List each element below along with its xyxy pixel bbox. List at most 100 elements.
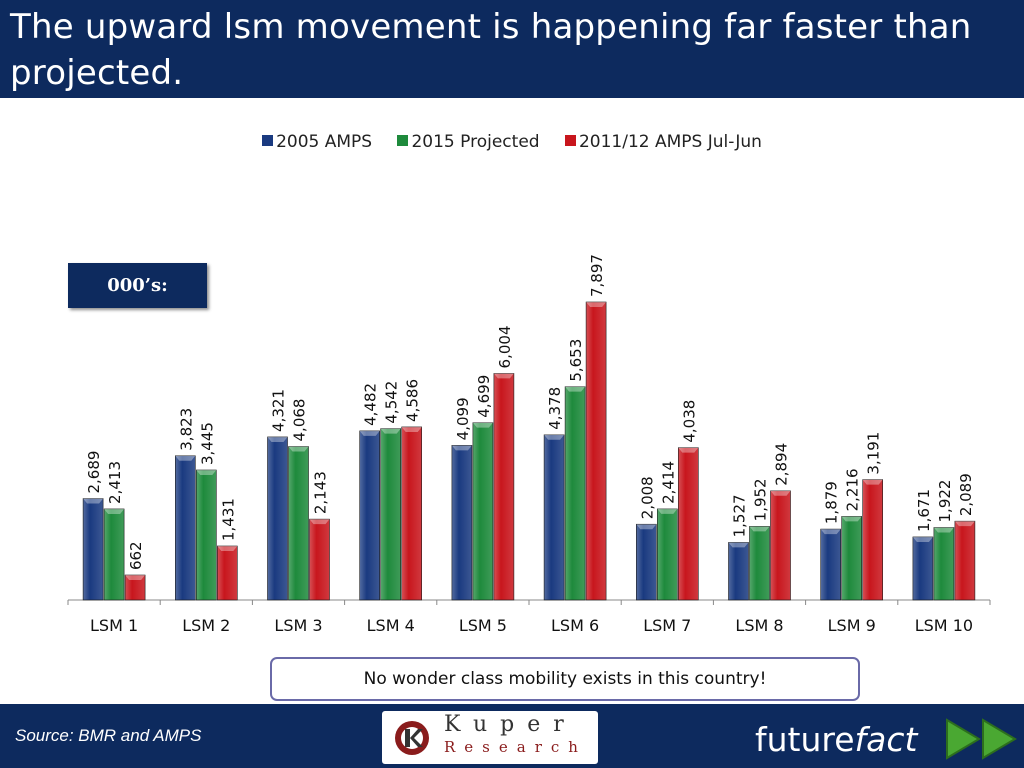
bar-bevel <box>933 527 954 533</box>
data-label: 4,099 <box>454 397 472 440</box>
data-label: 2,689 <box>85 451 103 494</box>
bar-bevel <box>401 426 422 432</box>
research-wordmark: Research <box>444 738 587 756</box>
data-label: 4,699 <box>475 375 493 418</box>
bar-2005-amps-lsm-7 <box>635 523 657 601</box>
data-label: 1,922 <box>936 480 954 523</box>
bar-bevel <box>728 542 749 548</box>
data-label: 2,414 <box>659 461 677 504</box>
data-label: 1,527 <box>731 494 749 537</box>
bar-bevel <box>380 428 401 434</box>
unit-label-box: 000’s: <box>68 263 207 308</box>
x-tick-label: LSM 4 <box>367 616 415 635</box>
bar-2005-amps-lsm-3 <box>267 436 288 601</box>
data-label: 662 <box>127 541 145 570</box>
bar-bevel <box>288 446 309 452</box>
bar-2011-12-amps-jul-jun-lsm-9 <box>862 479 884 601</box>
data-label: 1,879 <box>823 481 841 524</box>
bar-2011-12-amps-jul-jun-lsm-4 <box>401 426 423 601</box>
legend-swatch-2005-amps <box>262 135 274 146</box>
bar-2015-projected-lsm-5 <box>472 422 494 601</box>
double-arrow-icon <box>946 718 1017 760</box>
bar-bevel <box>657 508 678 514</box>
bar-bevel <box>359 430 380 436</box>
legend-label-2011-amps: 2011/12 AMPS Jul-Jun <box>578 132 762 152</box>
data-label: 4,482 <box>362 383 380 426</box>
data-label: 1,671 <box>915 489 933 532</box>
bar-2005-amps-lsm-5 <box>451 445 473 601</box>
x-tick-label: LSM 5 <box>459 616 507 635</box>
futurefact-italic: fact <box>854 720 918 759</box>
bar-bevel <box>954 521 975 527</box>
x-tick-label: LSM 1 <box>90 616 138 635</box>
bar-bevel <box>493 373 514 379</box>
bar-bevel <box>175 455 196 461</box>
source-text: Source: BMR and AMPS <box>15 726 202 745</box>
legend-swatch-2015-projected <box>397 135 409 146</box>
bar-2005-amps-lsm-2 <box>175 455 196 601</box>
bar-bevel <box>862 479 883 485</box>
bar-bevel <box>770 490 791 496</box>
slide-title: The upward lsm movement is happening far… <box>10 7 972 93</box>
bar-2011-12-amps-jul-jun-lsm-8 <box>770 490 791 601</box>
bar-bevel <box>841 516 862 522</box>
bar-2015-projected-lsm-10 <box>933 527 955 601</box>
bar-bevel <box>472 422 493 428</box>
title-bar: The upward lsm movement is happening far… <box>0 0 1024 98</box>
bar-bevel <box>125 575 146 581</box>
bar-2011-12-amps-jul-jun-lsm-6 <box>585 301 607 601</box>
data-label: 2,894 <box>773 443 791 486</box>
bar-2005-amps-lsm-10 <box>912 536 934 601</box>
bar-bevel <box>586 302 607 307</box>
bar-2011-12-amps-jul-jun-lsm-1 <box>124 574 146 601</box>
bar-bevel <box>196 470 217 475</box>
bar-bevel <box>83 498 104 504</box>
kuper-k-mark-icon <box>395 721 429 755</box>
bar-bevel <box>544 434 565 440</box>
bar-bevel <box>217 546 238 551</box>
bar-2011-12-amps-jul-jun-lsm-10 <box>954 520 976 601</box>
bar-2005-amps-lsm-9 <box>820 528 842 601</box>
footnote-callout: No wonder class mobility exists in this … <box>270 657 860 701</box>
legend-swatch-2011-amps <box>564 135 576 146</box>
legend-item-2015-projected: 2015 Projected <box>397 132 540 152</box>
legend-label-2005-amps: 2005 AMPS <box>276 132 373 152</box>
bar-2011-12-amps-jul-jun-lsm-7 <box>677 447 699 601</box>
data-label: 4,321 <box>270 389 288 432</box>
bar-bevel <box>565 386 586 392</box>
x-tick-label: LSM 7 <box>643 616 691 635</box>
data-label: 7,897 <box>588 254 606 297</box>
x-tick-label: LSM 2 <box>182 616 230 635</box>
x-tick-label: LSM 8 <box>735 616 783 635</box>
legend-item-2005-amps: 2005 AMPS <box>262 132 372 152</box>
bar-bevel <box>749 526 770 532</box>
data-label: 4,038 <box>680 400 698 443</box>
data-label: 2,089 <box>957 473 975 516</box>
bar-2015-projected-lsm-8 <box>749 526 770 601</box>
bar-bevel <box>820 529 841 535</box>
x-tick-label: LSM 9 <box>828 616 876 635</box>
x-tick-label: LSM 3 <box>274 616 322 635</box>
data-label: 5,653 <box>567 339 585 382</box>
data-label: 2,008 <box>638 476 656 519</box>
futurefact-plain: future <box>755 720 855 759</box>
bar-2011-12-amps-jul-jun-lsm-5 <box>493 373 515 601</box>
data-label: 2,413 <box>106 461 124 504</box>
bar-2005-amps-lsm-1 <box>82 498 104 601</box>
data-label: 4,378 <box>546 387 564 430</box>
data-label: 4,586 <box>404 379 422 422</box>
bar-bevel <box>912 536 933 542</box>
kuper-wordmark: Kuper <box>444 712 577 737</box>
data-label: 2,216 <box>844 468 862 511</box>
x-tick-label: LSM 10 <box>915 616 973 635</box>
data-label: 4,068 <box>291 399 309 442</box>
bar-2015-projected-lsm-4 <box>380 428 402 601</box>
data-label: 3,445 <box>198 422 216 465</box>
legend-item-2011-amps: 2011/12 AMPS Jul-Jun <box>564 132 762 152</box>
bar-bevel <box>309 519 330 525</box>
data-label: 3,823 <box>177 408 195 451</box>
bar-bevel <box>636 524 657 530</box>
legend-label-2015-projected: 2015 Projected <box>411 132 540 152</box>
bar-2015-projected-lsm-3 <box>288 446 309 601</box>
bar-2005-amps-lsm-6 <box>543 434 565 601</box>
